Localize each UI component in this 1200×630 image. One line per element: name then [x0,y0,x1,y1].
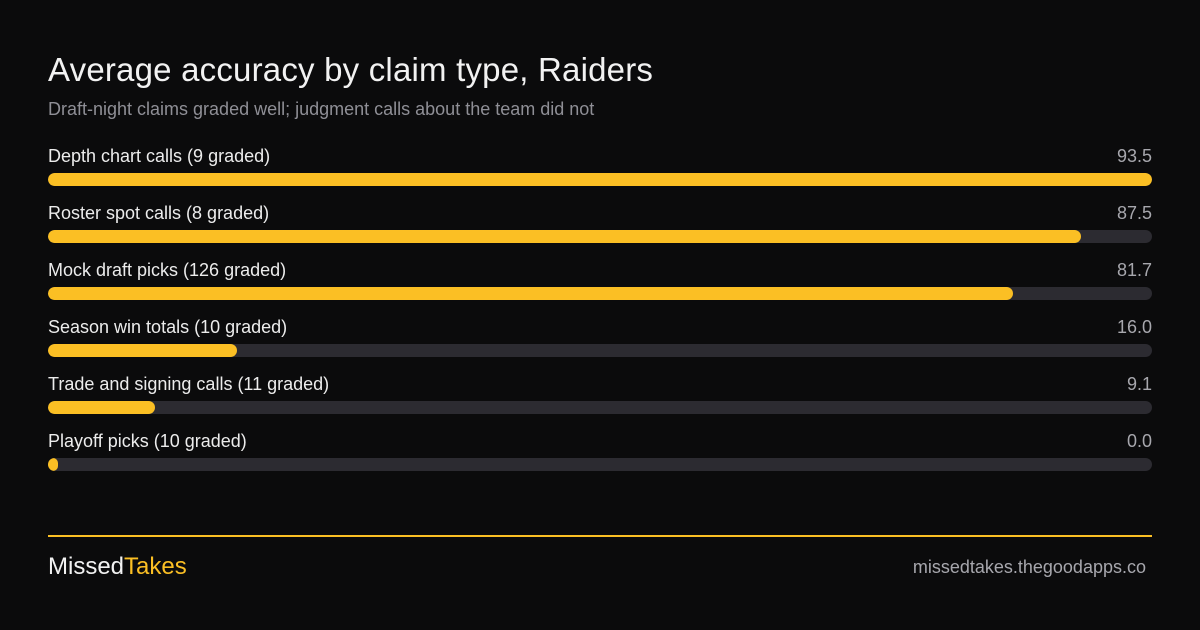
bar-row: Roster spot calls (8 graded) 87.5 [48,203,1152,243]
bar [48,287,1013,300]
brand-logo: MissedTakes [48,553,187,581]
bar [48,173,1152,186]
chart-subtitle: Draft-night claims graded well; judgment… [48,99,595,119]
brand-name-part2: Takes [124,553,187,580]
bar-track [48,344,1152,357]
bar-label: Roster spot calls (8 graded) [48,203,270,223]
footer-divider [48,535,1152,537]
bar-row: Mock draft picks (126 graded) 81.7 [48,260,1152,300]
bar-row: Season win totals (10 graded) 16.0 [48,317,1152,357]
brand-name-part1: Missed [48,553,125,580]
bar-label: Season win totals (10 graded) [48,317,288,337]
bar-value-label: 0.0 [1126,431,1152,451]
bar-label: Mock draft picks (126 graded) [48,260,287,280]
bar [48,230,1082,243]
bar-label: Depth chart calls (9 graded) [48,146,271,166]
bar-track [48,287,1152,300]
bar-value-label: 9.1 [1126,374,1152,394]
site-url: missedtakes.thegoodapps.co [912,557,1146,577]
bar-track [48,458,1152,471]
bar-chart: Depth chart calls (9 graded) 93.5 Roster s… [48,0,1152,480]
bar-label: Playoff picks (10 graded) [48,431,247,451]
bar-row: Playoff picks (10 graded) 0.0 [48,431,1152,471]
bar-track [48,173,1152,186]
bar-value-label: 93.5 [1116,146,1152,166]
bar-value-label: 81.7 [1116,260,1152,280]
bar [48,458,58,471]
bar-value-label: 16.0 [1116,317,1152,337]
bar-label: Trade and signing calls (11 graded) [48,374,330,394]
bar [48,401,156,414]
chart-title: Average accuracy by claim type, Raiders [48,51,654,88]
bar-row: Trade and signing calls (11 graded) 9.1 [48,374,1152,414]
bar-row: Depth chart calls (9 graded) 93.5 [48,146,1152,186]
bar-track [48,401,1152,414]
bar-track [48,230,1152,243]
bar-value-label: 87.5 [1116,203,1152,223]
bar [48,344,237,357]
